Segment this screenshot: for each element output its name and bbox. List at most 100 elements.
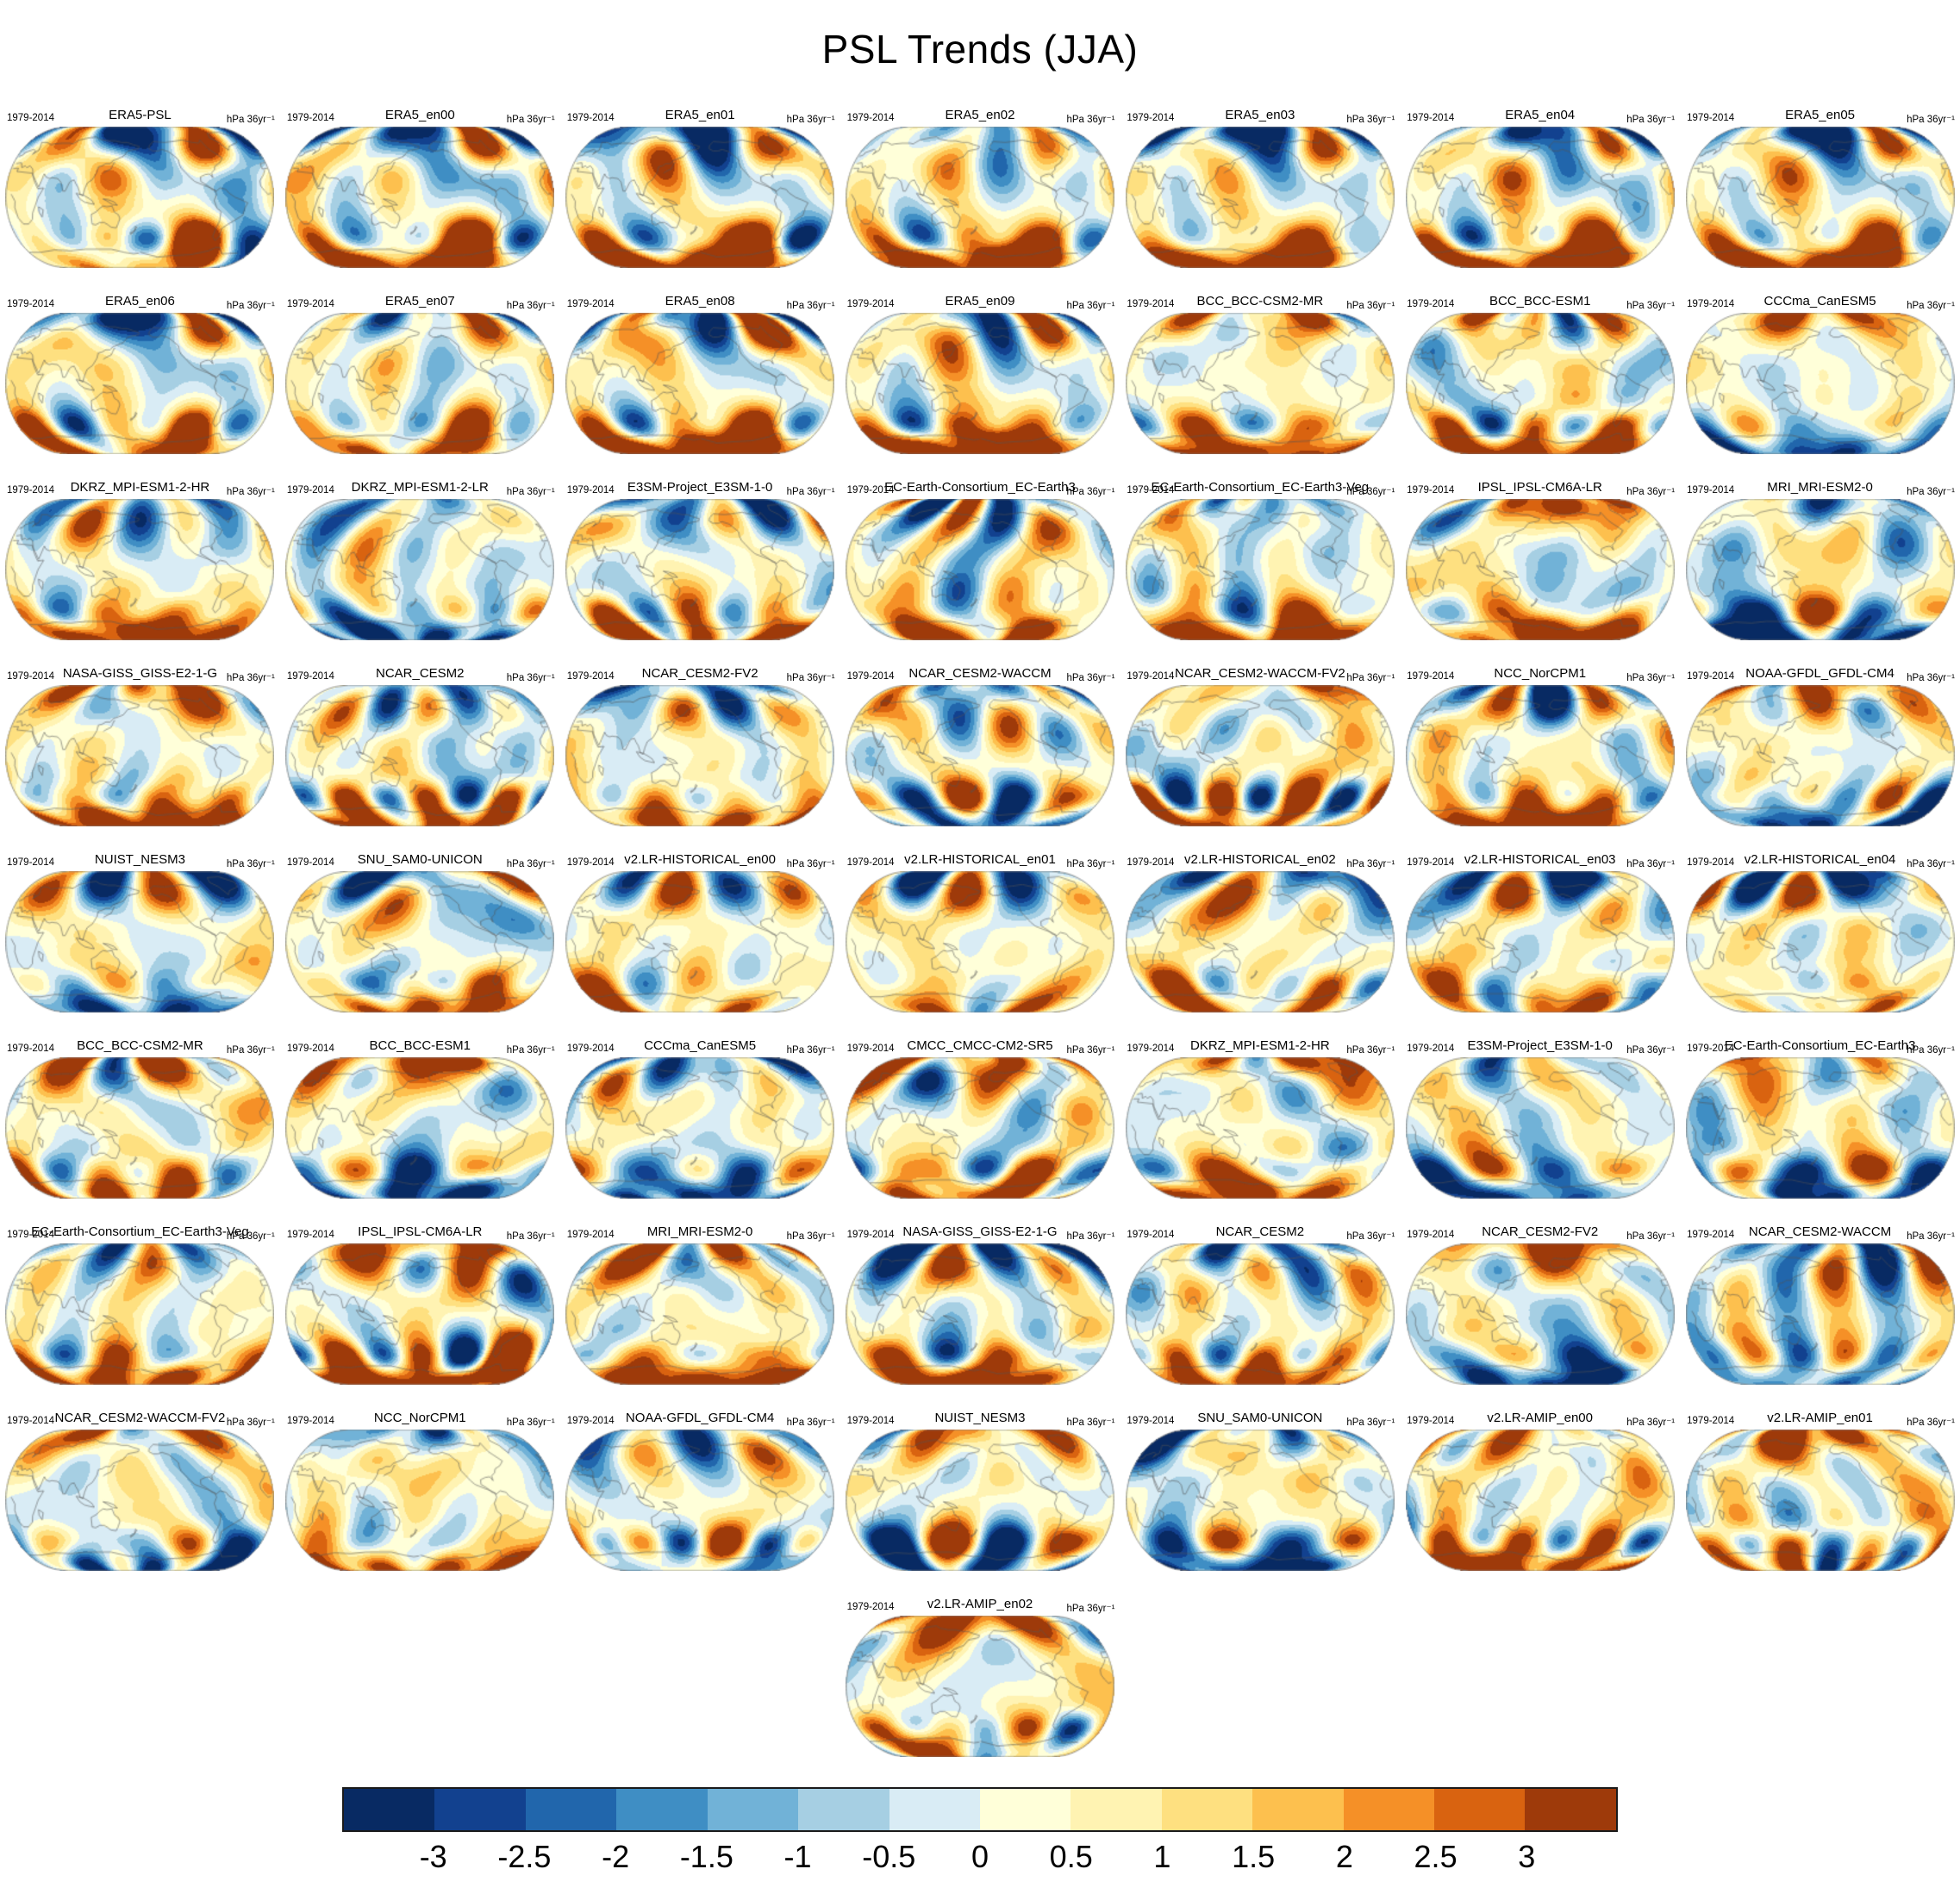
world-map xyxy=(1405,1243,1675,1385)
panel-period-label: 1979-2014 xyxy=(1127,113,1175,123)
world-map xyxy=(5,127,275,268)
map-panel: 1979-2014 ERA5_en06 hPa 36yr⁻¹ xyxy=(0,290,280,476)
world-map xyxy=(1125,499,1395,640)
panel-units-label: hPa 36yr⁻¹ xyxy=(1907,301,1955,311)
world-map xyxy=(1685,499,1955,640)
panel-title: DKRZ_MPI-ESM1-2-HR xyxy=(1190,1038,1330,1053)
panel-units-label: hPa 36yr⁻¹ xyxy=(1346,1417,1395,1428)
panel-header: 1979-2014 CCCma_CanESM5 hPa 36yr⁻¹ xyxy=(1680,291,1960,311)
colorbar-tick-label: 2 xyxy=(1335,1839,1353,1874)
map-panel: 1979-2014 BCC_BCC-ESM1 hPa 36yr⁻¹ xyxy=(280,1034,560,1220)
map-panel: 1979-2014 ERA5-PSL hPa 36yr⁻¹ xyxy=(0,103,280,290)
panel-units-label: hPa 36yr⁻¹ xyxy=(1346,487,1395,497)
map-panel: 1979-2014 CMCC_CMCC-CM2-SR5 hPa 36yr⁻¹ xyxy=(840,1034,1120,1220)
panel-period-label: 1979-2014 xyxy=(1127,1044,1175,1054)
panel-title: ERA5_en05 xyxy=(1785,108,1856,122)
panel-period-label: 1979-2014 xyxy=(286,1044,334,1054)
panel-period-label: 1979-2014 xyxy=(1687,1230,1735,1240)
map-panel: 1979-2014 EC-Earth-Consortium_EC-Earth3-… xyxy=(0,1220,280,1406)
panel-period-label: 1979-2014 xyxy=(1407,113,1455,123)
map-panel: 1979-2014 v2.LR-HISTORICAL_en00 hPa 36yr… xyxy=(560,848,840,1034)
panel-units-label: hPa 36yr⁻¹ xyxy=(226,859,275,869)
colorbar-segment xyxy=(1434,1789,1526,1830)
colorbar-segment xyxy=(1071,1789,1162,1830)
world-map xyxy=(5,499,275,640)
panel-units-label: hPa 36yr⁻¹ xyxy=(506,1417,555,1428)
world-map xyxy=(1125,313,1395,454)
panel-title: ERA5_en08 xyxy=(665,294,735,308)
panel-period-label: 1979-2014 xyxy=(1407,671,1455,682)
map-panel: 1979-2014 NOAA-GFDL_GFDL-CM4 hPa 36yr⁻¹ xyxy=(1680,662,1960,848)
panel-period-label: 1979-2014 xyxy=(1407,1044,1455,1054)
panel-period-label: 1979-2014 xyxy=(1407,1416,1455,1426)
colorbar-tick-labels: -3 -2.5 -2 -1.5 -1 -0.5 0 0.5 1 1.5 2 2.5 3 xyxy=(342,1839,1618,1878)
panel-header: 1979-2014 MRI_MRI-ESM2-0 hPa 36yr⁻¹ xyxy=(1680,477,1960,497)
map-panel: 1979-2014 NCAR_CESM2 hPa 36yr⁻¹ xyxy=(280,662,560,848)
panel-units-label: hPa 36yr⁻¹ xyxy=(1346,673,1395,683)
map-panel: 1979-2014 ERA5_en09 hPa 36yr⁻¹ xyxy=(840,290,1120,476)
panel-period-label: 1979-2014 xyxy=(1407,1230,1455,1240)
colorbar-segment xyxy=(344,1789,435,1830)
world-map xyxy=(5,1430,275,1571)
panel-header: 1979-2014 ERA5-PSL hPa 36yr⁻¹ xyxy=(0,105,280,125)
panel-period-label: 1979-2014 xyxy=(1407,485,1455,495)
panel-header: 1979-2014 v2.LR-HISTORICAL_en00 hPa 36yr… xyxy=(560,850,840,869)
panel-period-label: 1979-2014 xyxy=(846,113,895,123)
panel-period-label: 1979-2014 xyxy=(1407,299,1455,309)
panel-header: 1979-2014 NCAR_CESM2-WACCM-FV2 hPa 36yr⁻… xyxy=(0,1408,280,1428)
panel-title: ERA5_en07 xyxy=(384,294,455,308)
map-panel: 1979-2014 NCC_NorCPM1 hPa 36yr⁻¹ xyxy=(1400,662,1680,848)
panel-units-label: hPa 36yr⁻¹ xyxy=(1066,673,1115,683)
panel-header: 1979-2014 SNU_SAM0-UNICON hPa 36yr⁻¹ xyxy=(280,850,560,869)
map-panel: 1979-2014 NCAR_CESM2-FV2 hPa 36yr⁻¹ xyxy=(560,662,840,848)
panel-units-label: hPa 36yr⁻¹ xyxy=(786,301,835,311)
map-panel: 1979-2014 SNU_SAM0-UNICON hPa 36yr⁻¹ xyxy=(280,848,560,1034)
panel-header: 1979-2014 NCAR_CESM2-FV2 hPa 36yr⁻¹ xyxy=(560,664,840,683)
map-panel: 1979-2014 v2.LR-AMIP_en01 hPa 36yr⁻¹ xyxy=(1680,1406,1960,1592)
panel-units-label: hPa 36yr⁻¹ xyxy=(1907,487,1955,497)
panel-header: 1979-2014 CCCma_CanESM5 hPa 36yr⁻¹ xyxy=(560,1036,840,1056)
panel-title: NASA-GISS_GISS-E2-1-G xyxy=(62,666,218,681)
panel-title: ERA5_en03 xyxy=(1225,108,1295,122)
panel-title: NCAR_CESM2-WACCM xyxy=(1748,1224,1892,1239)
panel-header: 1979-2014 E3SM-Project_E3SM-1-0 hPa 36yr… xyxy=(1400,1036,1680,1056)
colorbar-tick-label: -0.5 xyxy=(862,1839,916,1874)
panel-title: ERA5_en00 xyxy=(384,108,455,122)
map-panel: 1979-2014 DKRZ_MPI-ESM1-2-HR hPa 36yr⁻¹ xyxy=(0,476,280,662)
map-panel: 1979-2014 NCC_NorCPM1 hPa 36yr⁻¹ xyxy=(280,1406,560,1592)
panel-title: v2.LR-AMIP_en02 xyxy=(927,1597,1033,1611)
world-map xyxy=(845,499,1114,640)
panel-units-label: hPa 36yr⁻¹ xyxy=(506,115,555,125)
panel-title: ERA5_en06 xyxy=(104,294,175,308)
map-panel: 1979-2014 v2.LR-AMIP_en00 hPa 36yr⁻¹ xyxy=(1400,1406,1680,1592)
world-map xyxy=(845,1430,1114,1571)
world-map xyxy=(565,127,835,268)
colorbar-tick-label: 0 xyxy=(971,1839,989,1874)
panel-title: IPSL_IPSL-CM6A-LR xyxy=(1477,480,1602,495)
panel-units-label: hPa 36yr⁻¹ xyxy=(1346,1045,1395,1056)
panel-title: MRI_MRI-ESM2-0 xyxy=(646,1224,753,1239)
colorbar-ramp xyxy=(342,1787,1618,1832)
panel-header: 1979-2014 EC-Earth-Consortium_EC-Earth3 … xyxy=(840,477,1120,497)
panel-units-label: hPa 36yr⁻¹ xyxy=(1346,115,1395,125)
panel-title: DKRZ_MPI-ESM1-2-HR xyxy=(70,480,210,495)
panel-title: NCAR_CESM2-WACCM-FV2 xyxy=(1174,666,1345,681)
world-map xyxy=(1685,685,1955,826)
panel-title: v2.LR-AMIP_en00 xyxy=(1487,1411,1593,1425)
map-panel: 1979-2014 ERA5_en02 hPa 36yr⁻¹ xyxy=(840,103,1120,290)
world-map xyxy=(1125,871,1395,1012)
panel-period-label: 1979-2014 xyxy=(846,299,895,309)
panel-units-label: hPa 36yr⁻¹ xyxy=(506,859,555,869)
panel-period-label: 1979-2014 xyxy=(286,113,334,123)
panel-units-label: hPa 36yr⁻¹ xyxy=(1626,301,1676,311)
panel-header: 1979-2014 v2.LR-AMIP_en02 hPa 36yr⁻¹ xyxy=(840,1594,1120,1614)
world-map xyxy=(845,1616,1114,1757)
panel-period-label: 1979-2014 xyxy=(7,113,54,123)
world-map xyxy=(1405,313,1675,454)
panel-header: 1979-2014 EC-Earth-Consortium_EC-Earth3-… xyxy=(0,1222,280,1242)
panel-period-label: 1979-2014 xyxy=(846,671,895,682)
panel-units-label: hPa 36yr⁻¹ xyxy=(786,1231,835,1242)
panel-period-label: 1979-2014 xyxy=(846,857,895,868)
panel-header: 1979-2014 ERA5_en07 hPa 36yr⁻¹ xyxy=(280,291,560,311)
world-map xyxy=(285,127,555,268)
